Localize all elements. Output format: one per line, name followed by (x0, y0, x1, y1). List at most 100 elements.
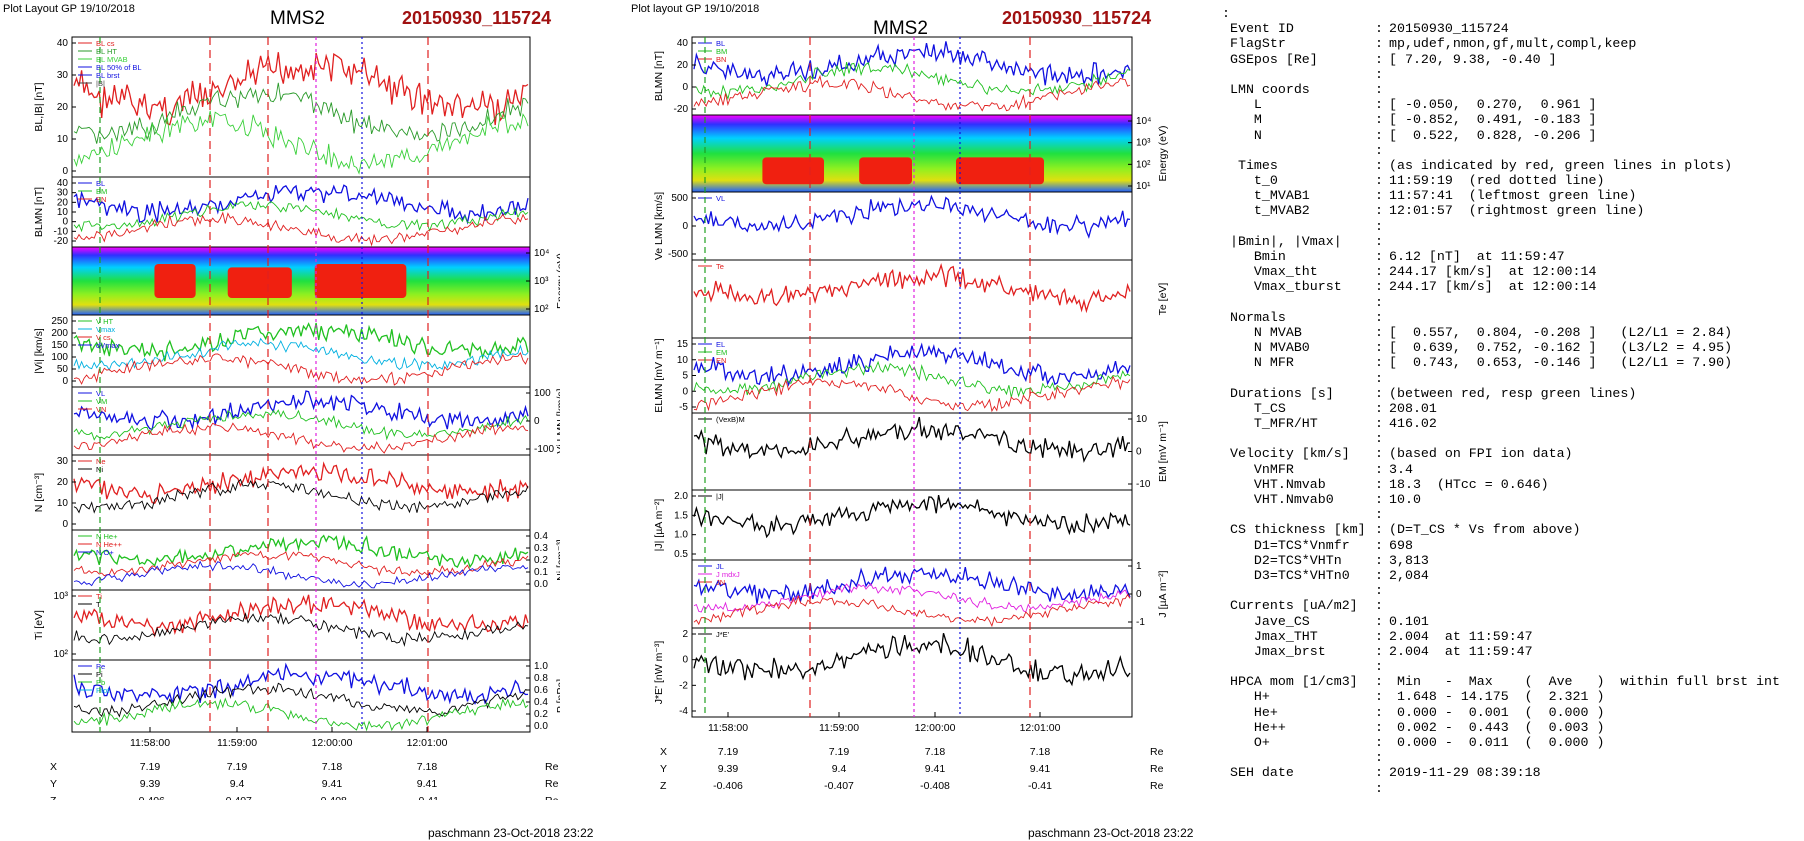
tick-label: 1 (1136, 561, 1142, 572)
summary-key: N MVAB0 (1222, 340, 1310, 356)
legend-entry: JN (716, 578, 725, 587)
panel-8: 2 0 -2 -4 J*E' J*E' [nW m⁻³] (653, 627, 1133, 718)
summary-value: 1.648 - 14.175 ( 2.321 ) (1389, 689, 1605, 705)
trace (73, 697, 529, 732)
tick-label: 0.8 (534, 673, 548, 684)
legend-entry: BL (716, 39, 725, 48)
tick-label: 0.0 (534, 579, 548, 590)
left-event: 20150930_115724 (402, 8, 552, 28)
y-axis-label: Energy (eV) (555, 253, 560, 309)
summary-colon: : (1375, 203, 1383, 219)
summary-row: VHT.Nmvab:18.3 (HTcc = 0.646) (1222, 477, 1792, 492)
summary-value: 0.002 - 0.443 ( 0.003 ) (1389, 719, 1605, 735)
time-tick-label: 11:58:00 (708, 722, 748, 734)
summary-key: VHT.Nmvab0 (1222, 492, 1334, 507)
tick-label: 20 (57, 477, 69, 488)
tick-label: -500 (668, 249, 688, 260)
orbit-value: -0.406 (713, 780, 743, 792)
summary-key: Jmax_THT (1222, 628, 1318, 644)
trace (73, 550, 529, 577)
summary-colon: : (1375, 279, 1383, 295)
trace (73, 478, 529, 514)
legend-entry: BL brst (96, 71, 120, 80)
summary-key: Event ID (1222, 21, 1294, 37)
summary-colon: : (1375, 689, 1383, 705)
tick-label: 0 (1136, 447, 1142, 458)
tick-label: 15 (677, 339, 689, 350)
legend-entry: Pi (96, 670, 103, 679)
orbit-value: -0.407 (222, 795, 252, 800)
summary-colon: : (1375, 416, 1383, 432)
panel-2: 500 0 -500 VL Ve LMN [km/s] (653, 191, 1133, 261)
summary-key: T_CS (1222, 400, 1286, 416)
panel-5: 3020100NeNiN [cm⁻³] (33, 454, 531, 531)
summary-key: GSEpos [Re] (1222, 51, 1318, 67)
summary-value: 0.101 (1389, 613, 1429, 629)
summary-colon: : (1375, 431, 1383, 447)
orbit-label: Z (660, 780, 667, 792)
summary-key: N MVAB (1222, 324, 1302, 340)
summary-colon: : (1375, 400, 1383, 416)
summary-value: 2.004 at 11:59:47 (1389, 628, 1533, 644)
legend-entry: (VexB)M (716, 415, 745, 424)
orbit-value: 9.41 (925, 763, 946, 775)
tick-label: 0 (682, 655, 688, 666)
summary-value: 11:57:41 (leftmost green line) (1389, 188, 1637, 204)
spectro-hot-region (154, 264, 196, 298)
tick-label: 10 (57, 498, 69, 509)
y-axis-label: |Vi| [km/s] (33, 328, 45, 374)
orbit-value: -0.407 (824, 780, 854, 792)
summary-colon-text: : (1222, 6, 1230, 21)
trace (693, 360, 1131, 398)
summary-value: mp,udef,nmon,gf,mult,compl,keep (1389, 36, 1637, 52)
summary-row: D3=TCS*VHTn0:2,084 (1222, 568, 1792, 583)
orbit-unit: Re (1150, 763, 1164, 775)
summary-value: (between red, resp green lines) (1389, 385, 1637, 401)
tick-label: 150 (51, 340, 68, 351)
summary-value: 2019-11-29 08:39:18 (1389, 765, 1541, 781)
summary-colon: : (1375, 385, 1383, 401)
legend-entry: BL HT (96, 47, 117, 56)
legend-entry: |B| (96, 79, 105, 88)
y-axis-label: J [µA m⁻²] (1157, 570, 1169, 617)
summary-value: 208.01 (1389, 400, 1437, 416)
summary-row: Jmax_brst:2.004 at 11:59:47 (1222, 644, 1792, 659)
y-axis-label: N [cm⁻³] (33, 473, 45, 512)
y-axis-label: Vi LMN [km/s] (555, 388, 560, 453)
summary-colon: : (1375, 21, 1383, 37)
summary-row: T_CS:208.01 (1222, 401, 1792, 416)
mid-header: Plot layout GP 19/10/2018 (631, 3, 760, 15)
summary-value: [ 0.557, 0.804, -0.208 ] (L2/L1 = 2.84) (1389, 324, 1733, 340)
spectro-hot-region (762, 157, 824, 185)
summary-row: O+: 0.000 - 0.011 ( 0.000 ) (1222, 735, 1792, 750)
trace (693, 593, 1131, 628)
tick-label: 40 (677, 38, 689, 49)
trace (693, 342, 1131, 387)
summary-colon: : (1375, 142, 1383, 158)
summary-row: Times: (as indicated by red, green lines … (1222, 158, 1792, 173)
summary-row: : (1222, 781, 1792, 796)
tick-label: 0.5 (674, 549, 688, 560)
summary-row: M: [ -0.852, 0.491, -0.183 ] (1222, 112, 1792, 127)
summary-colon: : (1375, 659, 1383, 675)
summary-value (1389, 143, 1792, 158)
summary-row: N: [ 0.522, 0.828, -0.206 ] (1222, 128, 1792, 143)
legend-entry: VL (716, 194, 725, 203)
orbit-value: 7.19 (829, 746, 850, 758)
summary-key (1222, 295, 1375, 310)
tick-label: 40 (57, 178, 69, 189)
legend-entry: V cs (96, 333, 111, 342)
summary-value: [ -0.050, 0.270, 0.961 ] (1389, 97, 1597, 113)
tick-label: -4 (679, 706, 688, 717)
spectrogram (692, 115, 1132, 192)
spectro-hot-region (859, 157, 912, 185)
time-tick-label: 11:59:00 (217, 737, 257, 749)
summary-key (1222, 431, 1375, 446)
legend-entry: J mdxJ (716, 570, 740, 579)
time-tick-label: 12:00:00 (312, 737, 353, 749)
spectro-hot-region (314, 264, 407, 298)
trace (693, 194, 1131, 239)
legend-entry: N He+ (96, 532, 118, 541)
